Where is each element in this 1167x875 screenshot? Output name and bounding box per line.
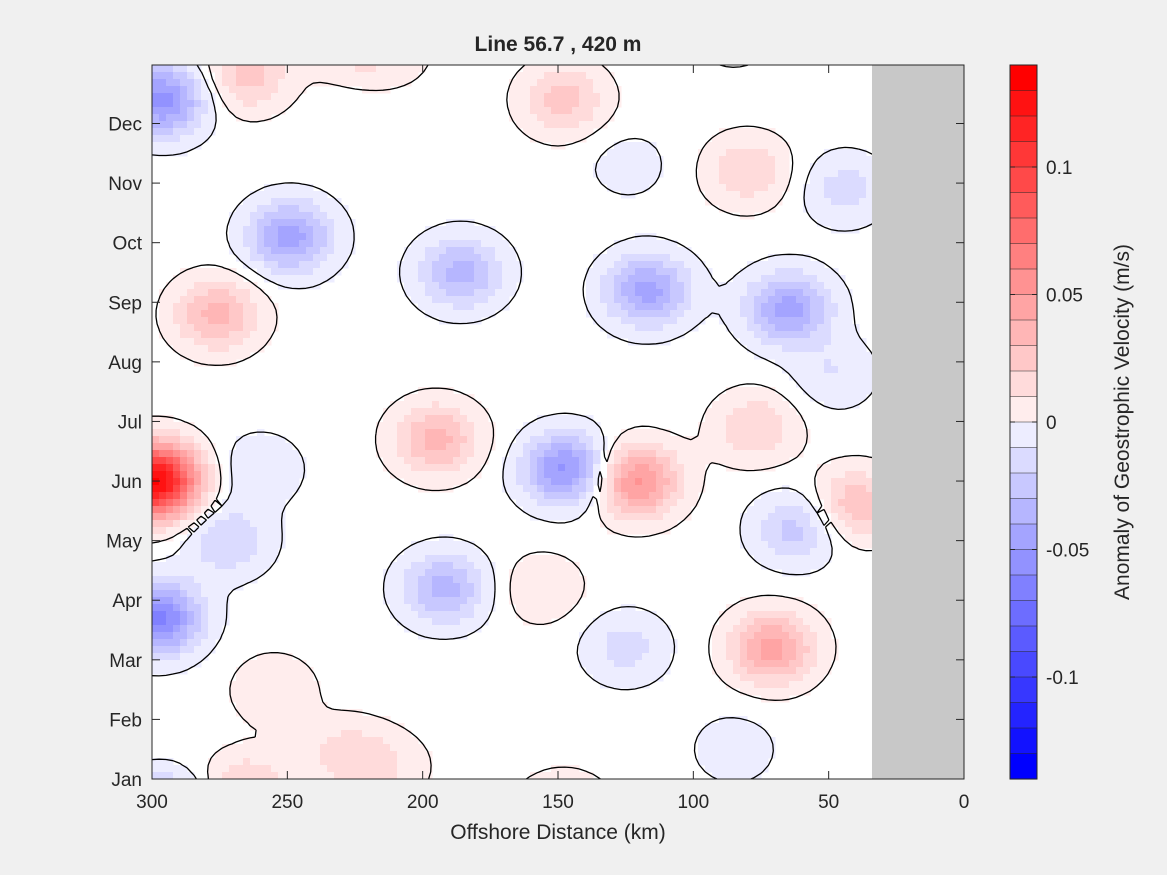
x-tick-label: 300	[136, 792, 168, 813]
colorbar-tick-label: 0.1	[1046, 158, 1072, 179]
colorbar-tick-label: -0.05	[1046, 541, 1089, 562]
y-tick-label: Dec	[108, 115, 142, 136]
colorbar-label: Anomaly of Geostrophic Velocity (m/s)	[1111, 244, 1134, 600]
y-tick-label: Mar	[109, 651, 142, 672]
colorbar-ticks: -0.1 -0.05 0 0.05 0.1	[1010, 158, 1089, 689]
colorbar-tick-label: 0	[1046, 413, 1057, 434]
y-tick-label: Sep	[108, 293, 142, 314]
y-tick-label: Aug	[108, 353, 142, 374]
y-axis-ticks: Jan Feb Mar Apr May Jun Jul Aug Sep Oct Nov Dec	[106, 115, 964, 791]
x-axis-label: Offshore Distance (km)	[450, 821, 666, 844]
y-tick-label: Nov	[108, 174, 142, 195]
y-tick-label: Jul	[118, 412, 142, 433]
colorbar	[1009, 64, 1038, 780]
x-tick-label: 0	[959, 792, 970, 813]
y-tick-label: Apr	[112, 591, 142, 612]
no-data-region	[871, 65, 964, 779]
y-tick-label: Feb	[109, 710, 142, 731]
x-tick-label: 150	[542, 792, 574, 813]
colorbar-tick-label: 0.05	[1046, 286, 1083, 307]
x-axis-ticks: 300 250 200 150 100 50 0	[136, 65, 969, 813]
chart-title: Line 56.7 , 420 m	[475, 33, 642, 56]
x-tick-label: 200	[407, 792, 439, 813]
y-tick-label: Oct	[112, 234, 142, 255]
x-tick-label: 50	[818, 792, 839, 813]
y-tick-label: May	[106, 532, 142, 553]
zero-contour-lines	[152, 65, 916, 779]
y-tick-label: Jun	[111, 472, 142, 493]
x-tick-label: 100	[677, 792, 709, 813]
colorbar-tick-label: -0.1	[1046, 668, 1079, 689]
x-tick-label: 250	[271, 792, 303, 813]
y-tick-label: Jan	[111, 770, 142, 791]
